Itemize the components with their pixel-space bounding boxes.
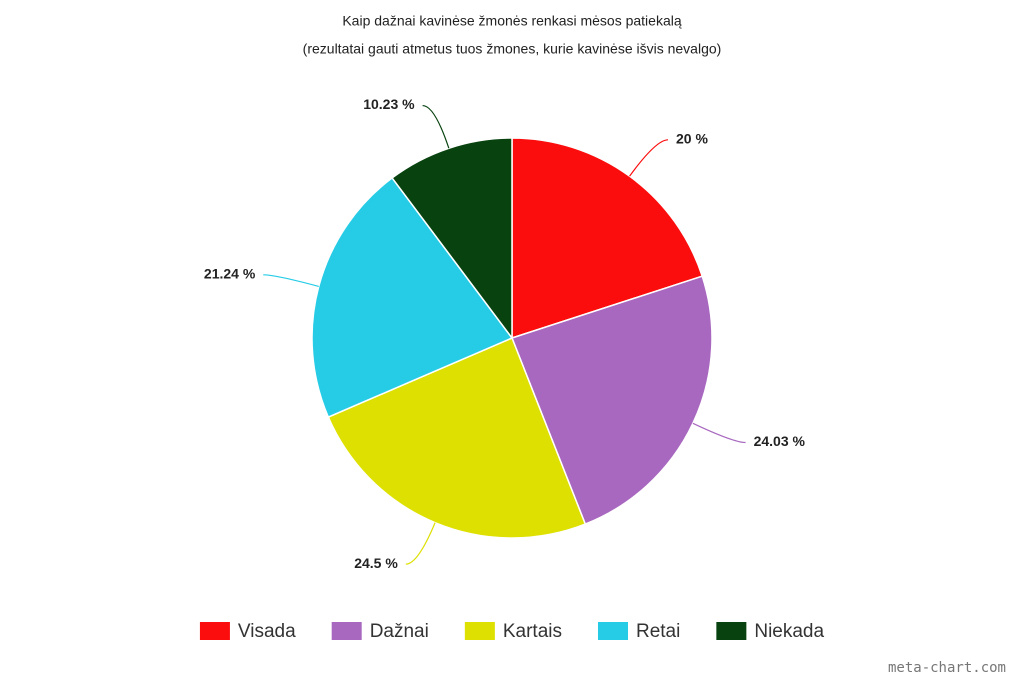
pie-slice: [327, 337, 587, 539]
legend-label: Niekada: [754, 621, 824, 642]
legend-swatch: [716, 622, 747, 640]
chart-title: Kaip dažnai kavinėse žmonės renkasi mėso…: [342, 13, 682, 29]
value-label: 20 %: [676, 130, 708, 146]
value-label: 10.23 %: [363, 96, 415, 112]
leader-line: [692, 422, 746, 444]
legend-label: Kartais: [503, 621, 562, 642]
pie-slice: [311, 176, 514, 419]
pie-slice: [511, 275, 713, 526]
value-label: 21.24 %: [204, 266, 256, 282]
legend-label: Retai: [636, 621, 680, 642]
pie-slice: [511, 137, 704, 340]
value-label: 24.03 %: [754, 433, 806, 449]
chart-subtitle: (rezultatai gauti atmetus tuos žmones, k…: [303, 41, 722, 57]
leader-line: [422, 104, 450, 149]
legend-swatch: [199, 622, 230, 640]
legend-label: Dažnai: [370, 621, 429, 642]
leader-line: [405, 522, 436, 565]
leader-line: [629, 139, 669, 177]
legend-label: Visada: [238, 621, 296, 642]
watermark: meta-chart.com: [888, 660, 1006, 676]
pie-slice: [391, 137, 513, 341]
legend-swatch: [597, 622, 628, 640]
legend-swatch: [464, 622, 495, 640]
leader-line: [263, 274, 319, 288]
value-label: 24.5 %: [354, 555, 398, 571]
legend-swatch: [331, 622, 362, 640]
